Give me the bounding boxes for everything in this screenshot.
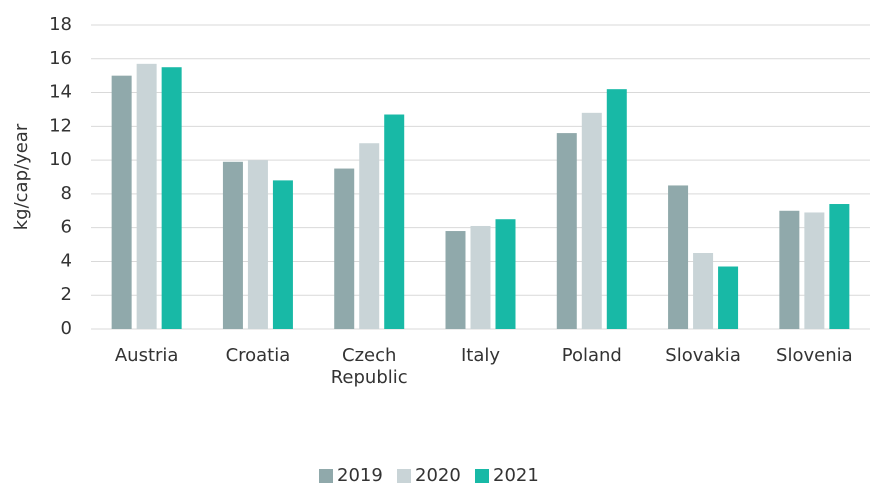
bar [718,266,739,329]
x-tick-label: Italy [460,345,501,366]
bar [693,253,714,329]
bar [804,212,825,329]
x-tick-label: Czech Republic [330,345,408,388]
x-tick-label: Slovakia [665,345,741,366]
y-tick-label: 6 [61,217,72,238]
bar [272,180,293,329]
bar [111,75,132,330]
y-tick-label: 18 [49,14,72,35]
y-tick-label: 12 [49,115,72,136]
bar [606,89,627,329]
bar [445,231,466,329]
bar [470,225,491,329]
legend-label: 2020 [415,465,461,486]
x-tick-label: Poland [561,345,622,366]
bar [829,204,850,329]
y-axis-label: kg/cap/year [11,123,32,230]
legend-swatch [475,469,489,483]
legend-swatch [397,469,411,483]
y-tick-label: 4 [61,250,72,271]
bar [668,185,689,329]
bar [136,63,157,329]
y-tick-label: 16 [49,48,72,69]
y-tick-label: 10 [49,149,72,170]
bar [581,112,602,329]
y-tick-label: 8 [61,183,72,204]
legend-label: 2019 [337,465,383,486]
x-tick-label: Croatia [225,345,291,366]
bar [161,67,182,329]
legend-swatch [319,469,333,483]
bar [334,168,355,329]
bar [247,160,268,329]
bar [495,219,516,329]
x-tick-label: Slovenia [776,345,853,366]
bar [384,114,405,329]
bar [222,161,243,329]
x-tick-label: Austria [114,345,179,366]
y-tick-label: 14 [49,82,72,103]
y-tick-label: 0 [61,318,72,339]
bar [779,210,800,329]
bar [556,133,577,329]
y-tick-label: 2 [61,284,72,305]
legend-label: 2021 [493,465,539,486]
bar [359,143,380,329]
